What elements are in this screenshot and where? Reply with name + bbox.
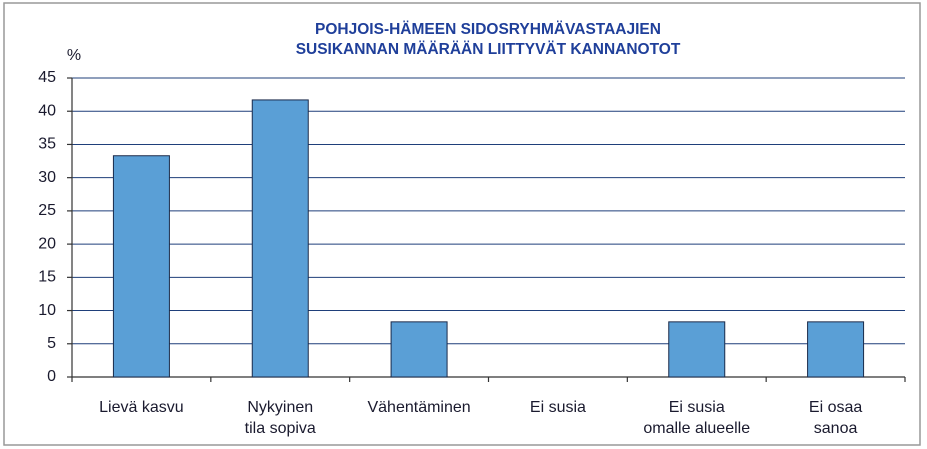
bar — [112, 155, 170, 378]
y-tick-label: 45 — [38, 69, 56, 86]
y-tick-label: 20 — [38, 235, 56, 252]
bar — [807, 321, 865, 378]
x-tick-label: Ei susia — [530, 399, 586, 416]
chart-title: POHJOIS-HÄMEEN SIDOSRYHMÄVASTAAJIEN — [315, 21, 661, 38]
bar — [668, 321, 726, 378]
frame — [3, 2, 921, 446]
y-tick-label: 0 — [47, 368, 56, 385]
y-axis-label: % — [67, 47, 81, 64]
x-tick-label: Vähentäminen — [367, 399, 470, 416]
bar — [390, 321, 448, 378]
y-tick-label: 5 — [47, 335, 56, 352]
x-tick-label: Ei osaa — [809, 399, 862, 416]
x-tick-label: sanoa — [814, 420, 858, 437]
y-tick-label: 40 — [38, 102, 56, 119]
x-tick-label: omalle alueelle — [643, 420, 750, 437]
y-tick-label: 15 — [38, 269, 56, 286]
bar — [251, 99, 309, 378]
x-tick-label: Lievä kasvu — [99, 399, 184, 416]
y-tick-label: 10 — [38, 302, 56, 319]
y-tick-label: 25 — [38, 202, 56, 219]
y-tick-label: 35 — [38, 136, 56, 153]
y-tick-label: 30 — [38, 169, 56, 186]
x-tick-label: Nykyinen — [247, 399, 313, 416]
x-tick-label: tila sopiva — [245, 420, 316, 437]
chart-title: SUSIKANNAN MÄÄRÄÄN LIITTYVÄT KANNANOTOT — [296, 41, 681, 58]
x-tick-label: Ei susia — [669, 399, 725, 416]
